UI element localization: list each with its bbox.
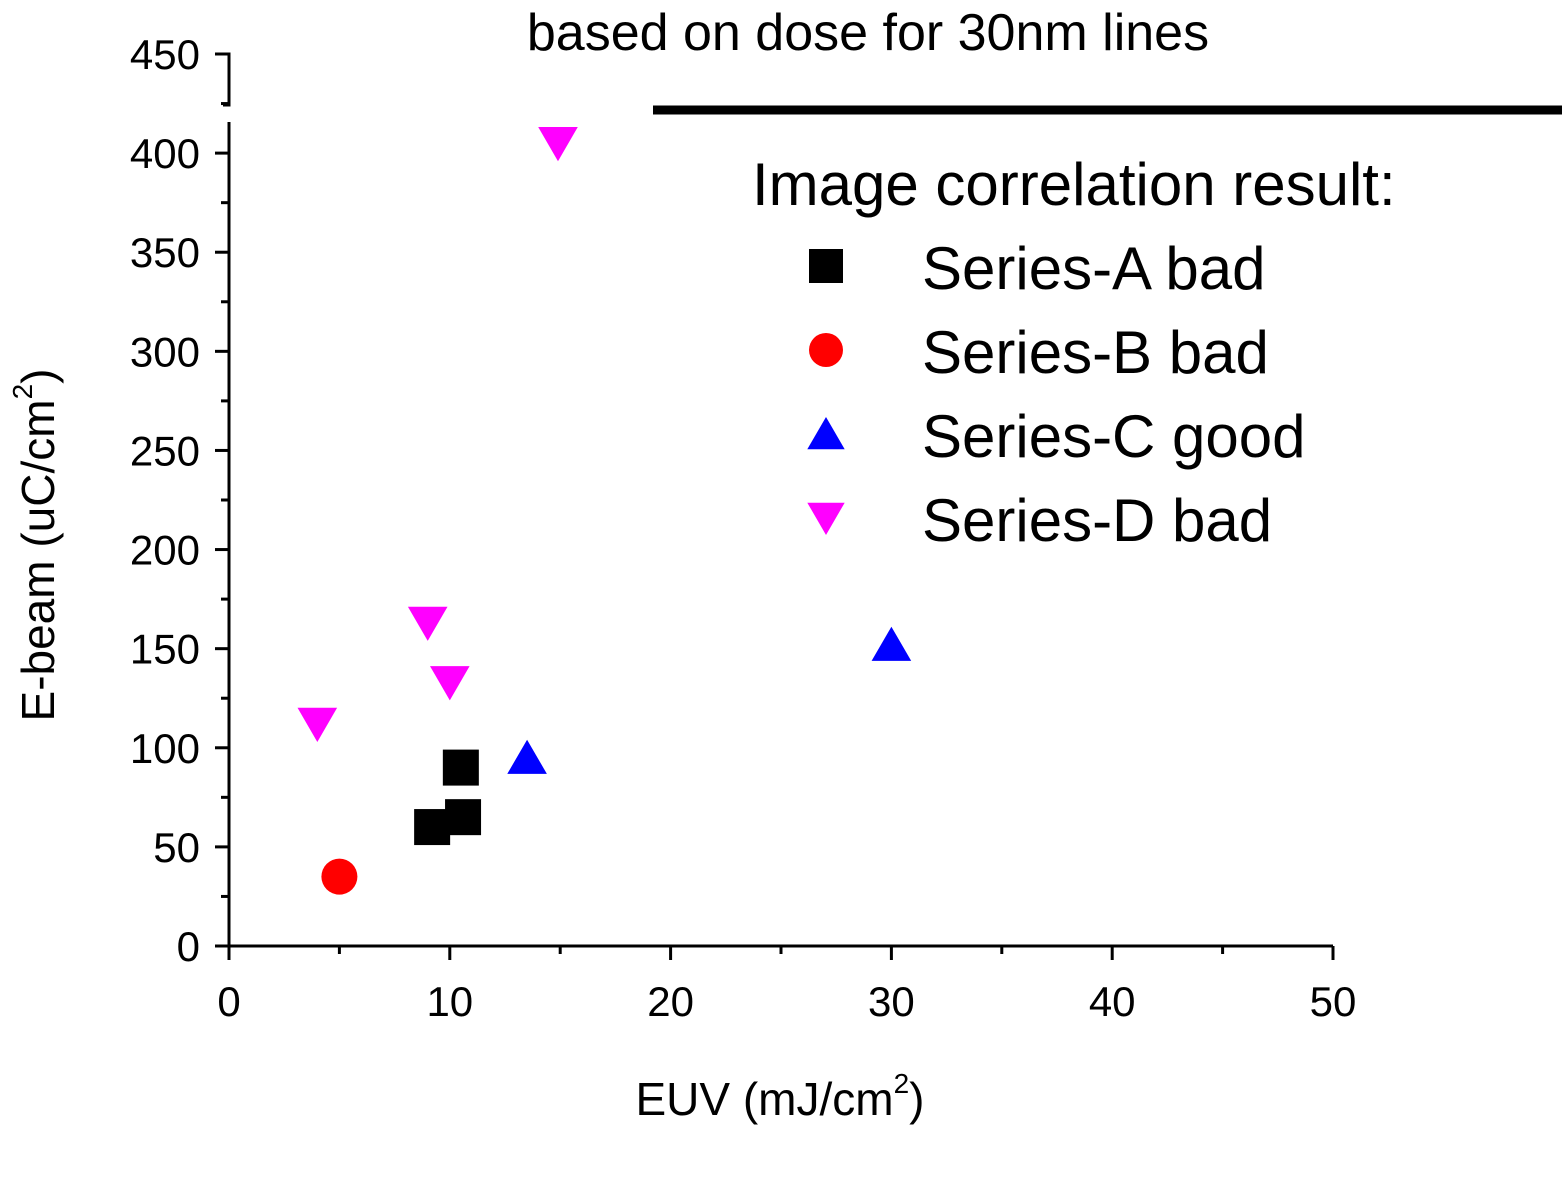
x-tick-label: 20	[647, 978, 694, 1025]
data-point-square	[442, 749, 479, 786]
y-tick-label: 250	[130, 427, 200, 474]
data-point-triangle-down	[407, 606, 448, 641]
legend-label: Series-C good	[922, 403, 1306, 470]
x-tick-label: 10	[426, 978, 473, 1025]
x-tick-label: 0	[217, 978, 240, 1025]
data-points	[297, 127, 912, 895]
y-tick-label: 100	[130, 725, 200, 772]
y-tick-label: 150	[130, 626, 200, 673]
legend-label: Series-A bad	[922, 235, 1266, 302]
y-axis-title: E-beam (uC/cm2)	[7, 369, 64, 722]
legend: Image correlation result: Series-A badSe…	[752, 151, 1396, 554]
y-tick-label: 450	[130, 31, 200, 78]
x-tick-label: 50	[1310, 978, 1357, 1025]
y-tick-label: 200	[130, 527, 200, 574]
legend-label: Series-B bad	[922, 319, 1269, 386]
x-axis-title-tail: )	[909, 1073, 924, 1125]
x-tick-label: 30	[868, 978, 915, 1025]
y-axis-title-text: E-beam (uC/cm	[12, 399, 64, 721]
legend-items: Series-A bad Series-B bad Series-C good Ser…	[807, 235, 1306, 554]
x-axis-title-text: EUV (mJ/cm	[635, 1073, 893, 1125]
data-point-triangle-down	[297, 707, 338, 742]
data-point-triangle-up	[871, 626, 912, 661]
data-point-triangle-down	[430, 666, 470, 701]
data-point-triangle-down	[538, 127, 578, 162]
legend-marker-triangle-up	[807, 417, 845, 450]
legend-heading: Image correlation result:	[752, 151, 1396, 218]
y-tick-label: 400	[130, 130, 200, 177]
y-tick-label: 350	[130, 229, 200, 276]
y-axis-break-segment	[220, 52, 231, 107]
data-point-circle	[321, 858, 358, 895]
data-point-square	[445, 799, 482, 836]
data-point-square	[414, 809, 451, 846]
x-axis-ticks: 0 10 20 30 40 50	[217, 946, 1356, 1025]
legend-marker-square	[809, 249, 843, 283]
chart-title: based on dose for 30nm lines	[527, 4, 1209, 62]
y-tick-label: 0	[177, 923, 200, 970]
y-tick-label: 50	[153, 824, 200, 871]
data-point-triangle-up	[507, 739, 547, 774]
y-tick-label: 300	[130, 328, 200, 375]
legend-label: Series-D bad	[922, 487, 1272, 554]
x-tick-label: 40	[1089, 978, 1136, 1025]
y-axis-title-tail: )	[12, 369, 64, 384]
y-axis-ticks: 0 50 100 150 200 250 300 350 400 450	[130, 31, 229, 970]
y-axis-title-superscript: 2	[7, 384, 38, 400]
legend-marker-circle	[809, 333, 843, 367]
x-axis-title: EUV (mJ/cm2)	[635, 1068, 924, 1125]
x-axis-title-superscript: 2	[894, 1068, 910, 1099]
legend-marker-triangle-down	[807, 502, 845, 535]
